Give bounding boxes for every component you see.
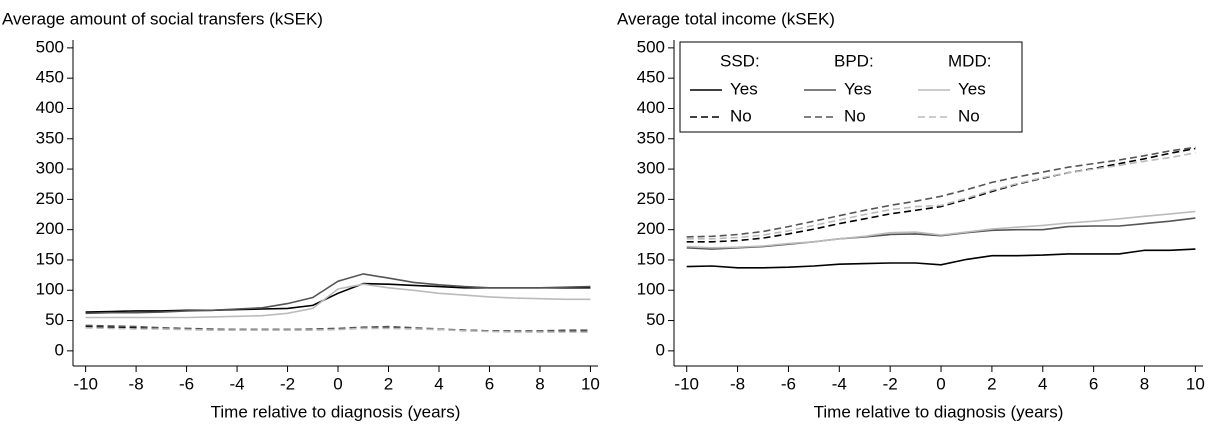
series-line xyxy=(85,283,591,319)
x-tick-label: 0 xyxy=(936,374,945,393)
y-tick-label: 200 xyxy=(36,219,64,238)
legend-label: Yes xyxy=(958,79,986,98)
series-line xyxy=(85,327,591,333)
legend-label: No xyxy=(730,106,752,125)
x-tick-label: 6 xyxy=(485,374,494,393)
series-line xyxy=(686,248,1196,269)
y-tick-label: 500 xyxy=(637,37,665,56)
chart-title: Average amount of social transfers (kSEK… xyxy=(2,9,323,28)
y-tick-label: 500 xyxy=(36,37,64,56)
legend-label: No xyxy=(958,106,980,125)
y-tick-label: 250 xyxy=(36,189,64,208)
x-tick-label: -6 xyxy=(781,374,796,393)
series-line xyxy=(686,151,1196,240)
x-tick-label: -2 xyxy=(883,374,898,393)
y-tick-label: 50 xyxy=(646,310,665,329)
series-line xyxy=(85,324,591,332)
y-tick-label: 200 xyxy=(637,219,665,238)
legend-box xyxy=(679,41,1023,133)
x-tick-label: 6 xyxy=(1089,374,1098,393)
y-tick-label: 100 xyxy=(36,280,64,299)
x-tick-label: -4 xyxy=(230,374,245,393)
legend-title: BPD: xyxy=(834,51,874,70)
legend-label: Yes xyxy=(844,79,872,98)
x-tick-label: -10 xyxy=(73,374,98,393)
x-tick-label: 8 xyxy=(535,374,544,393)
y-tick-label: 450 xyxy=(637,68,665,87)
series-line xyxy=(686,217,1196,250)
series-line xyxy=(686,146,1196,238)
x-tick-label: 8 xyxy=(1140,374,1149,393)
x-axis-label: Time relative to diagnosis (years) xyxy=(814,402,1064,421)
x-tick-label: -8 xyxy=(129,374,144,393)
y-tick-label: 400 xyxy=(637,98,665,117)
x-tick-label: -4 xyxy=(832,374,847,393)
y-tick-label: 400 xyxy=(36,98,64,117)
series-line xyxy=(686,147,1196,243)
x-tick-label: 4 xyxy=(434,374,443,393)
x-tick-label: 2 xyxy=(987,374,996,393)
series-line xyxy=(85,273,591,315)
y-tick-label: 450 xyxy=(36,68,64,87)
legend-label: No xyxy=(844,106,866,125)
x-tick-label: -6 xyxy=(179,374,194,393)
series-line xyxy=(686,210,1196,249)
x-axis-label: Time relative to diagnosis (years) xyxy=(211,402,461,421)
x-tick-label: 4 xyxy=(1038,374,1047,393)
y-tick-label: 150 xyxy=(36,249,64,268)
x-tick-label: 10 xyxy=(1186,374,1205,393)
y-tick-label: 250 xyxy=(637,189,665,208)
y-tick-label: 0 xyxy=(55,340,64,359)
y-tick-label: 350 xyxy=(36,128,64,147)
legend-title: MDD: xyxy=(948,51,991,70)
legend-title: SSD: xyxy=(720,51,760,70)
x-tick-label: 10 xyxy=(581,374,600,393)
legend-label: Yes xyxy=(730,79,758,98)
y-tick-label: 300 xyxy=(637,159,665,178)
y-tick-label: 50 xyxy=(45,310,64,329)
y-tick-label: 100 xyxy=(637,280,665,299)
y-tick-label: 300 xyxy=(36,159,64,178)
chart-title: Average total income (kSEK) xyxy=(617,9,835,28)
y-tick-label: 350 xyxy=(637,128,665,147)
y-tick-label: 150 xyxy=(637,249,665,268)
x-tick-label: 2 xyxy=(384,374,393,393)
x-tick-label: -8 xyxy=(730,374,745,393)
x-tick-label: -10 xyxy=(674,374,699,393)
x-tick-label: 0 xyxy=(333,374,342,393)
y-tick-label: 0 xyxy=(656,340,665,359)
x-tick-label: -2 xyxy=(280,374,295,393)
